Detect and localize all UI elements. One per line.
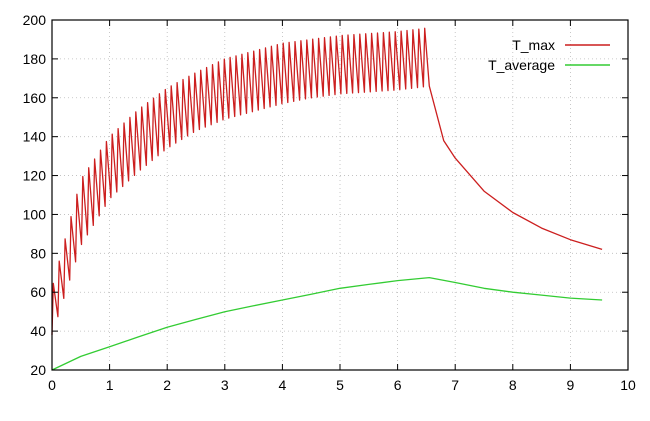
y-tick-label: 20	[30, 362, 46, 378]
x-tick-label: 10	[620, 377, 636, 393]
y-tick-label: 200	[23, 12, 47, 28]
y-tick-label: 140	[23, 129, 47, 145]
x-tick-label: 7	[451, 377, 459, 393]
x-tick-label: 0	[48, 377, 56, 393]
y-tick-label: 180	[23, 51, 47, 67]
x-tick-label: 1	[106, 377, 114, 393]
legend-label: T_average	[488, 57, 555, 73]
y-tick-label: 80	[30, 245, 46, 261]
x-tick-label: 8	[509, 377, 517, 393]
y-tick-label: 160	[23, 90, 47, 106]
y-tick-label: 100	[23, 206, 47, 222]
y-tick-label: 40	[30, 323, 46, 339]
x-tick-label: 9	[567, 377, 575, 393]
x-tick-label: 4	[279, 377, 287, 393]
series-line-t-max	[51, 27, 603, 336]
y-tick-label: 60	[30, 284, 46, 300]
series-line-t-average	[51, 276, 603, 371]
series-layer	[51, 27, 603, 371]
y-tick-label: 120	[23, 168, 47, 184]
ticks: 0 1 2 3 4 5 6 7 8 9 10 20 40 60 80 100 120 140 160 180 200	[23, 12, 636, 393]
legend: T_max T_average	[488, 37, 610, 73]
x-tick-label: 5	[336, 377, 344, 393]
x-tick-label: 6	[394, 377, 402, 393]
x-tick-label: 3	[221, 377, 229, 393]
x-tick-label: 2	[163, 377, 171, 393]
legend-label: T_max	[512, 37, 555, 53]
